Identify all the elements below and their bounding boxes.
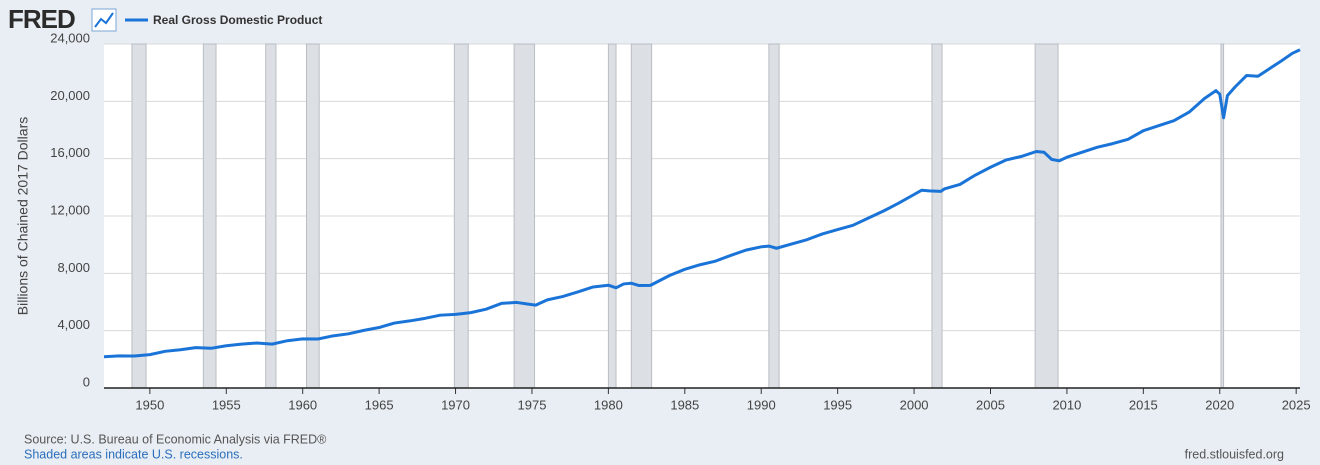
recession-band [1034,43,1059,389]
recession-band [202,43,217,389]
recession-note[interactable]: Shaded areas indicate U.S. recessions. [24,447,243,461]
x-tick-label: 1975 [518,397,547,412]
site-link[interactable]: fred.stlouisfed.org [1185,447,1284,461]
recession-band [630,43,653,389]
series-line [103,48,1301,359]
x-tick-label: 2005 [976,397,1005,412]
x-tick-label: 2000 [900,397,929,412]
x-tick-label: 2025 [1282,397,1311,412]
x-tick-label: 1965 [365,397,394,412]
logo-icon-line [94,12,114,28]
recession-band [265,43,277,389]
recession-band [453,43,469,389]
y-tick-label: 16,000 [50,145,90,160]
source: Source: U.S. Bureau of Economic Analysis… [24,432,327,446]
y-tick-label: 20,000 [50,88,90,103]
x-tick-label: 1970 [441,397,470,412]
recession-band [607,43,617,389]
x-tick-label: 1985 [670,397,699,412]
legend-label: Real Gross Domestic Product [153,13,322,27]
recession-band [306,43,320,389]
x-tick-label: 1960 [288,397,317,412]
x-tick-label: 1980 [594,397,623,412]
recession-band [931,43,943,389]
recession-band [768,43,780,389]
y-tick-label: 8,000 [57,260,90,275]
x-tick-label: 1950 [135,397,164,412]
logo-icon [91,8,117,32]
y-tick-label: 4,000 [57,317,90,332]
y-axis-label: Billions of Chained 2017 Dollars [15,117,31,315]
x-tick-label: 1990 [747,397,776,412]
x-tick-label: 1995 [823,397,852,412]
x-tick-label: 2010 [1052,397,1081,412]
y-tick-label: 24,000 [50,30,90,45]
recession-band [131,43,147,389]
y-tick-label: 0 [83,374,90,389]
y-tick-label: 12,000 [50,202,90,217]
x-tick-label: 2015 [1129,397,1158,412]
logo[interactable]: FRED [8,4,76,34]
recession-band [513,43,536,389]
x-tick-label: 1955 [212,397,241,412]
x-tick-label: 2020 [1205,397,1234,412]
